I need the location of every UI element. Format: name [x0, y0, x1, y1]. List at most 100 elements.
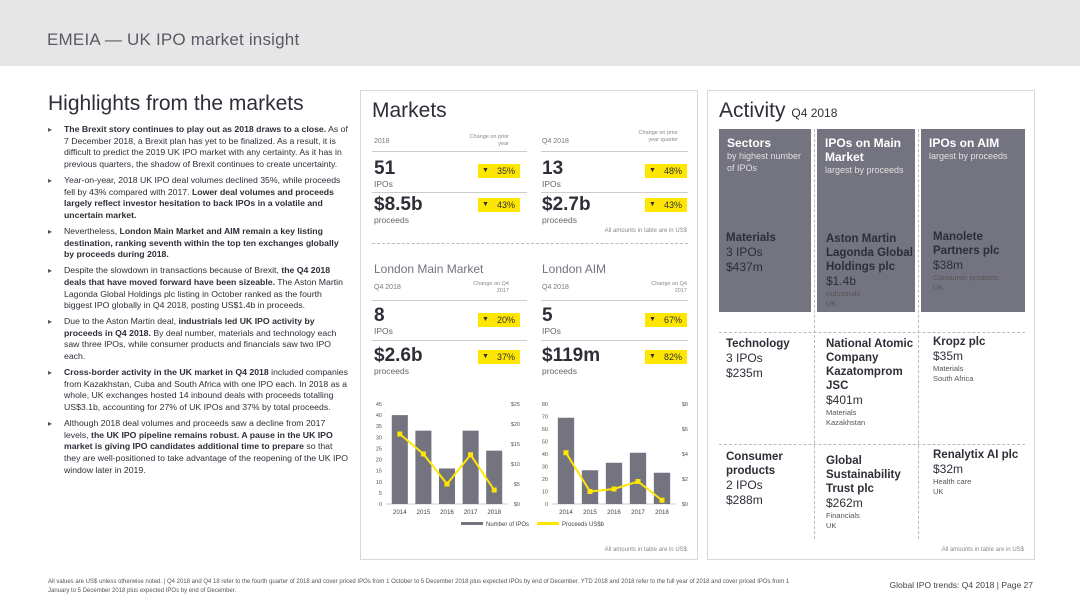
main-market-ipo-item: Global Sustainability Trust plc $262m Fina…: [826, 455, 901, 530]
y-tick-label-right: $2: [682, 477, 688, 483]
lmm-period: Q4 2018: [374, 284, 401, 291]
y-tick-label-right: $20: [511, 422, 520, 428]
highlight-bullet: Due to the Aston Martin deal, industrial…: [48, 316, 348, 362]
q4-2018-label: Q4 2018: [542, 138, 569, 145]
proceeds-q4-value: $2.7b: [542, 194, 591, 215]
down-arrow-icon: ▼: [482, 167, 489, 174]
divider: [372, 340, 527, 341]
x-tick-label: 2017: [631, 509, 645, 516]
lmm-proceeds-value: $2.6b: [374, 345, 423, 366]
line-point: [397, 431, 403, 437]
y-tick-label-left: 30: [542, 465, 548, 471]
proceeds-q4-change-badge: ▼ 43%: [645, 198, 687, 212]
y-tick-label-left: 50: [542, 440, 548, 446]
divider: [541, 192, 688, 193]
divider: [372, 151, 527, 152]
sector-item: Technology 3 IPOs $235m: [726, 338, 790, 380]
amounts-note: All amounts in table are in US$: [604, 228, 687, 234]
proceeds-q4-label: proceeds: [542, 215, 577, 225]
y-tick-label-right: $25: [511, 402, 520, 408]
proceeds-2018-label: proceeds: [374, 215, 409, 225]
bar: [605, 462, 623, 504]
down-arrow-icon: ▼: [482, 201, 489, 208]
line-point: [563, 450, 569, 456]
ipos-q4-label: IPOs: [542, 179, 561, 189]
dashed-divider: [372, 243, 688, 244]
x-tick-label: 2016: [607, 509, 621, 516]
proceeds-2018-value: $8.5b: [374, 194, 423, 215]
col-header-main-market: IPOs on Main Market largest by proceeds: [817, 129, 915, 312]
lmm-proceeds-label: proceeds: [374, 366, 409, 376]
y-tick-label-left: 10: [542, 490, 548, 496]
highlight-bullet: Year-on-year, 2018 UK IPO deal volumes d…: [48, 175, 348, 221]
column-separator: [814, 129, 815, 539]
highlight-bullet: Nevertheless, London Main Market and AIM…: [48, 226, 348, 261]
proceeds-2018-change-badge: ▼ 43%: [478, 198, 520, 212]
bar: [415, 430, 432, 504]
bar: [557, 417, 575, 504]
highlight-bullet: Despite the slowdown in transactions bec…: [48, 265, 348, 311]
y-tick-label-left: 80: [542, 402, 548, 408]
down-arrow-icon: ▼: [649, 353, 656, 360]
down-arrow-icon: ▼: [482, 353, 489, 360]
line-point: [444, 481, 450, 487]
dashed-divider: [719, 444, 1025, 445]
y-tick-label-left: 5: [379, 491, 382, 497]
bar: [629, 452, 647, 504]
line-point: [635, 479, 641, 484]
highlights-title: Highlights from the markets: [48, 92, 304, 115]
header-bar: EMEIA — UK IPO market insight: [0, 0, 1080, 66]
highlight-bullet: The Brexit story continues to play out a…: [48, 124, 348, 170]
down-arrow-icon: ▼: [649, 167, 656, 174]
y-tick-label-left: 45: [376, 402, 382, 408]
legend-bar-swatch: [461, 522, 483, 525]
aim-period: Q4 2018: [542, 284, 569, 291]
aim-ipos-change-badge: ▼ 67%: [645, 313, 687, 327]
sector-item: Materials 3 IPOs $437m: [726, 232, 776, 274]
y-tick-label-left: 10: [376, 480, 382, 486]
markets-panel: Markets 2018 Change on prior year Q4 201…: [360, 90, 698, 560]
y-tick-label-left: 20: [376, 458, 382, 464]
down-arrow-icon: ▼: [649, 201, 656, 208]
y-tick-label-right: $5: [514, 482, 520, 488]
divider: [541, 340, 688, 341]
bar: [391, 415, 408, 504]
aim-ipos-label: IPOs: [542, 326, 561, 336]
legend-line-label: Proceeds US$b: [562, 522, 605, 528]
legend-bar-label: Number of IPOs: [486, 522, 529, 528]
lmm-ipos-value: 8: [374, 305, 385, 326]
legend-line-swatch: [537, 522, 559, 525]
bar: [462, 430, 479, 504]
change-prior-year-label: Change on prior year: [469, 134, 509, 147]
col-header-sectors: Sectors by highest number of IPOs: [719, 129, 811, 312]
y-tick-label-right: $8: [682, 402, 688, 408]
y-tick-label-left: 0: [545, 502, 548, 508]
x-tick-label: 2015: [417, 509, 431, 516]
ipos-2018-label: IPOs: [374, 179, 393, 189]
divider: [372, 300, 527, 301]
y-tick-label-right: $0: [682, 502, 688, 508]
lmm-ipos-change-badge: ▼ 20%: [478, 313, 520, 327]
ipos-2018-change-badge: ▼ 35%: [478, 164, 520, 178]
line-point: [587, 489, 593, 494]
y-tick-label-left: 40: [542, 452, 548, 458]
line-point: [420, 451, 426, 457]
y-tick-label-right: $0: [514, 502, 520, 508]
y-tick-label-left: 70: [542, 415, 548, 421]
down-arrow-icon: ▼: [649, 316, 656, 323]
main-market-ipo-item: Aston Martin Lagonda Global Holdings plc…: [826, 233, 913, 308]
highlight-bullet: Although 2018 deal volumes and proceeds …: [48, 418, 348, 476]
aim-ipo-item: Renalytix AI plc $32m Health care UK: [933, 449, 1019, 496]
y-tick-label-left: 20: [542, 477, 548, 483]
footnote: All values are US$ unless otherwise note…: [48, 579, 790, 594]
bar: [486, 450, 503, 504]
aim-proceeds-label: proceeds: [542, 366, 577, 376]
ipos-q4-value: 13: [542, 158, 564, 179]
dashed-divider: [719, 332, 1025, 333]
x-tick-label: 2014: [393, 509, 407, 516]
col-header-aim: IPOs on AIM largest by proceeds: [921, 129, 1025, 312]
y-tick-label-left: 60: [542, 427, 548, 433]
divider: [541, 300, 688, 301]
y-tick-label-left: 35: [376, 424, 382, 430]
highlights-list: The Brexit story continues to play out a…: [48, 124, 348, 481]
